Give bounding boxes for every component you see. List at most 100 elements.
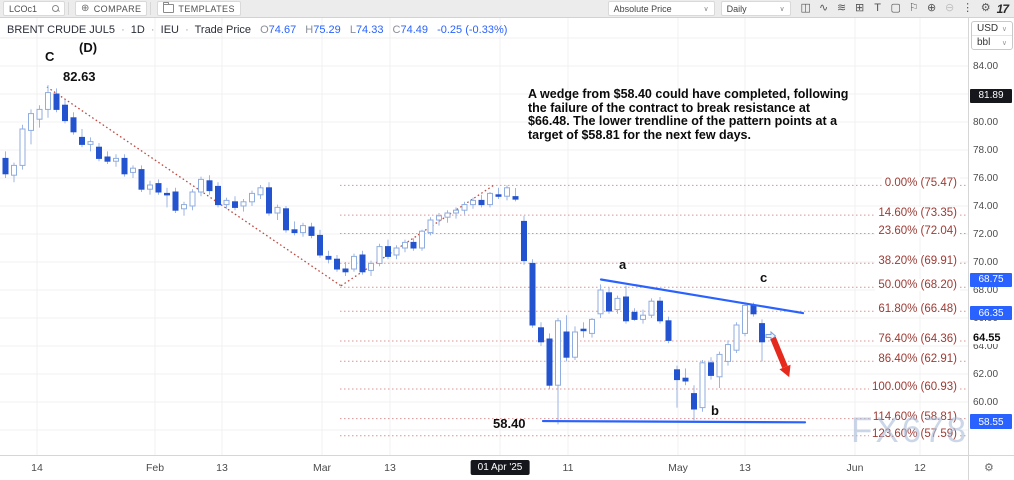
legend-price-type: Trade Price [194,24,252,36]
more-options-icon[interactable]: ⋮ [962,2,974,14]
candle-up [436,215,442,221]
interval-dropdown[interactable]: Daily ∨ [720,1,791,16]
candle-down [580,328,587,332]
currency-value: USD [977,23,999,34]
axis-corner-divider [968,456,969,480]
price-axis[interactable]: USD ∨ bbl ∨ 84.00 80.00 78.00 76.00 74.00 72.… [968,17,1014,455]
chart-point-label: 58.40 [493,416,526,431]
date-tick-label: 12 [914,462,926,474]
candle-down [62,104,68,122]
axis-settings-gear-icon[interactable]: ⚙ [984,462,994,474]
candle-up [555,320,561,386]
fib-level-label: 50.00% (68.20) [875,279,960,292]
chart-type-candles-icon[interactable]: ◫ [800,2,811,14]
candle-up [699,362,706,409]
candle-down [623,296,629,322]
chart-point-label: a [619,257,627,272]
folder-icon [163,2,175,13]
candle-up [249,192,255,203]
candle-up [181,204,187,210]
wedge-lower-trendline [541,419,807,424]
compare-button[interactable]: ⊕ COMPARE [75,1,148,16]
candle-up [589,318,595,334]
price-tick-label: 80.00 [973,117,999,128]
fx678-watermark: FX678 [851,411,970,450]
candle-up [419,230,425,249]
close-label: C [392,24,401,36]
unit-dropdown[interactable]: bbl ∨ [972,35,1012,49]
currency-dropdown[interactable]: USD ∨ [972,22,1012,35]
time-axis[interactable]: ⚙ 14 Feb 13 Mar 13 01 Apr '25 11 May 13 Jun 12 [0,455,1014,480]
date-tick-label: 11 [562,462,574,474]
candle-up [274,206,281,214]
date-tick-label: Mar [312,462,332,474]
candle-down [325,255,332,260]
candle-down [342,268,349,273]
price-tick-label: 84.00 [973,61,999,72]
candle-down [529,262,536,326]
indicators-icon[interactable]: ∿ [819,2,829,14]
layout-grid-icon[interactable]: ⊞ [855,2,865,14]
candle-down [232,201,238,208]
price-chart[interactable] [0,0,968,455]
zoom-in-icon[interactable]: ⊕ [927,2,937,14]
candle-down [291,229,298,234]
candle-up [487,192,493,206]
candle-down [657,300,663,322]
down-arrow-head [779,364,791,378]
analysis-annotation: A wedge from $58.40 could have completed… [528,87,880,142]
low-label: L [349,24,356,36]
settings-icon[interactable]: ⚙ [980,2,991,14]
flag-marker-icon[interactable]: ⚐ [908,2,919,14]
uptrend-dotted [340,184,495,287]
compare-overlay-icon[interactable]: ≋ [837,2,847,14]
change-value: -0.25 (-0.33%) [437,24,508,36]
candle-down [606,292,612,312]
candle-up [257,187,264,196]
templates-button[interactable]: TEMPLATES [157,1,241,16]
toolbar-divider [68,2,69,15]
downtrend-dotted [46,86,342,287]
chevron-down-icon: ∨ [779,5,785,13]
close-value: 74.49 [400,24,429,36]
open-label: O [260,24,269,36]
current-price-label: 64.55 [973,332,1007,345]
tradingview-logo[interactable]: 17 [996,1,1009,16]
candle-down [682,377,689,382]
candle-down [563,331,570,358]
candle-down [759,323,765,343]
candle-up [198,178,204,193]
annotation-line: target of $58.81 for the next few days. [528,127,751,142]
trendline-price-badge: 68.75 [970,272,1012,287]
candle-down [691,393,697,410]
date-tick-label: 14 [31,462,43,474]
date-tick-label: 13 [384,462,396,474]
candle-down [138,169,145,190]
candle-up [19,128,26,166]
candle-up [648,300,655,316]
candle-up [130,167,136,173]
candle-down [206,180,213,192]
symbol-search-input[interactable]: LCOc1 [3,1,65,16]
chart-point-label: C [45,49,55,64]
zoom-out-icon[interactable]: ⊖ [945,2,955,14]
candle-down [70,117,77,133]
fib-level-label: 23.60% (72.04) [875,225,960,238]
symbol-legend[interactable]: BRENT CRUDE JUL5 · 1D · IEU · Trade Pric… [7,24,508,36]
fib-level-label: 14.60% (73.35) [875,207,960,220]
date-tick-label: 13 [739,462,751,474]
candle-down [359,254,366,273]
fib-level-label: 61.80% (66.48) [875,303,960,316]
text-tool-icon[interactable]: T [874,2,881,14]
candle-down [172,191,179,211]
toolbar-divider [150,2,152,15]
candle-down [674,369,680,381]
toolbar-icon-group: ◫ ∿ ≋ ⊞ T ▢ ⚐ ⊕ ⊖ ⋮ ⚙ [797,0,995,17]
candle-down [495,194,502,197]
price-mode-dropdown[interactable]: Absolute Price ∨ [607,1,715,16]
candle-up [28,113,34,131]
drawing-price-badge: 81.89 [970,88,1012,103]
fib-level-label: 86.40% (62.91) [875,353,960,366]
selection-box-icon[interactable]: ▢ [890,2,901,14]
candle-up [572,331,578,358]
